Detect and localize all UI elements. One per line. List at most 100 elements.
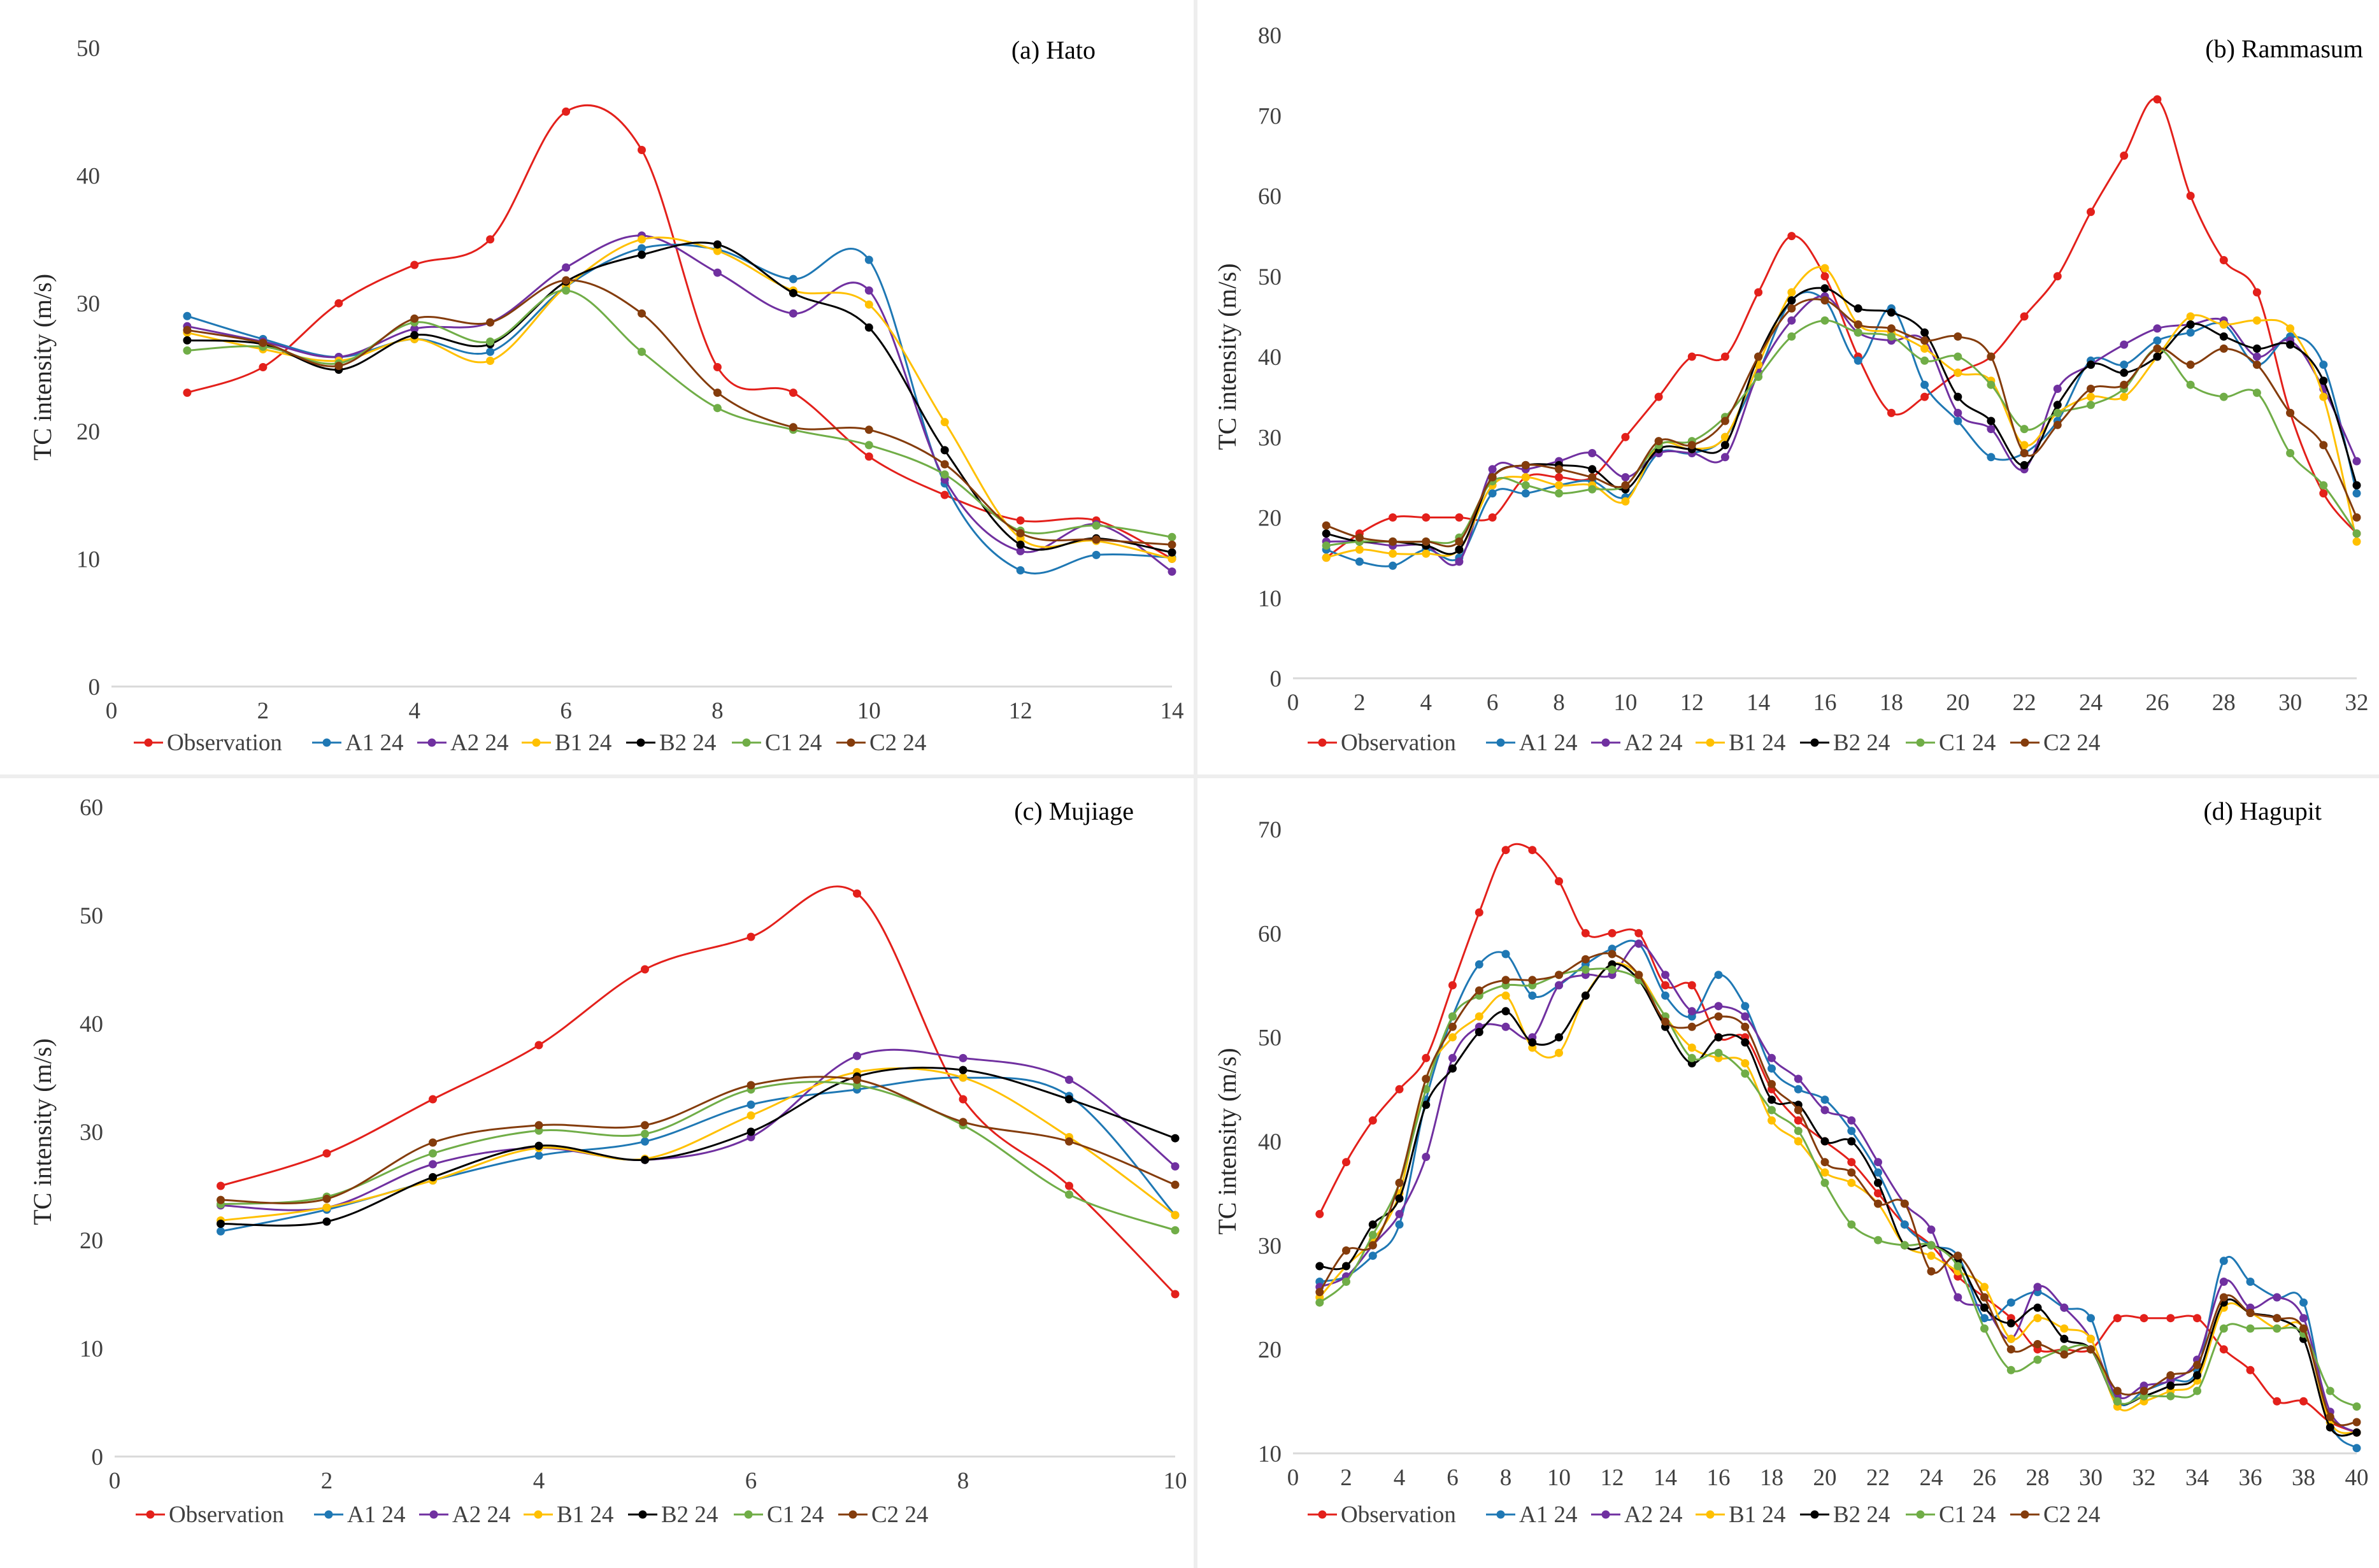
data-point [1092, 521, 1101, 530]
data-point [1820, 296, 1829, 305]
legend-swatch-marker [742, 738, 751, 747]
data-point [864, 323, 873, 332]
data-point [1787, 232, 1796, 241]
data-point [2087, 360, 2095, 369]
legend-swatch-marker [1916, 1510, 1925, 1519]
data-point [2087, 385, 2095, 393]
x-tick-label: 4 [1420, 690, 1432, 716]
y-tick-label: 60 [1258, 921, 1282, 947]
data-point [638, 235, 646, 244]
series-c2-24 [1322, 296, 2361, 548]
x-tick-label: 18 [1880, 690, 1903, 716]
data-point [183, 311, 192, 320]
x-tick-label: 26 [2145, 690, 2169, 716]
data-point [1820, 1106, 1829, 1115]
data-point [1874, 1168, 1882, 1177]
data-point [713, 388, 722, 397]
legend-swatch-marker [1916, 738, 1925, 747]
data-point [2033, 1355, 2042, 1364]
data-point [2273, 1324, 2282, 1333]
series-line [1325, 266, 2358, 559]
data-point [1448, 1053, 1457, 1062]
data-point [1322, 553, 1331, 562]
data-point [2186, 360, 2195, 369]
data-point [2120, 368, 2129, 377]
data-point [1954, 352, 1962, 361]
legend-label: B1 24 [557, 1502, 613, 1528]
data-point [1448, 1033, 1457, 1042]
data-point [2252, 360, 2261, 369]
data-point [534, 1141, 543, 1150]
x-tick-label: 8 [711, 698, 724, 724]
data-point [1920, 392, 1929, 401]
series-line [1318, 967, 2357, 1408]
data-point [2020, 425, 2029, 434]
data-point [2153, 344, 2162, 353]
data-point [322, 1203, 331, 1212]
data-point [1687, 441, 1696, 450]
data-point [1847, 1158, 1856, 1167]
data-point [1714, 1012, 1723, 1021]
data-point [2246, 1365, 2255, 1374]
data-point [2166, 1314, 2175, 1323]
legend-swatch-marker [532, 738, 541, 747]
data-point [1820, 284, 1829, 293]
data-point [1787, 316, 1796, 325]
series-line [187, 104, 1173, 560]
data-point [1171, 1211, 1180, 1220]
data-point [1820, 1095, 1829, 1104]
data-point [2020, 449, 2029, 457]
data-point [2219, 1278, 2228, 1286]
data-point [1954, 1262, 1962, 1271]
data-point [1794, 1137, 1803, 1146]
legend-item: C2 24 [836, 730, 926, 756]
legend-item: A2 24 [1591, 1502, 1682, 1528]
y-tick-label: 30 [80, 1120, 103, 1146]
data-point [1854, 356, 1862, 365]
series-c2-24 [1315, 950, 2361, 1427]
data-point [1768, 1116, 1776, 1125]
data-point [1528, 991, 1537, 1000]
data-point [1422, 1101, 1431, 1109]
data-point [534, 1121, 543, 1130]
data-point [1168, 540, 1176, 549]
data-point [1794, 1106, 1803, 1115]
data-point [322, 1194, 331, 1203]
data-point [1927, 1251, 1936, 1260]
data-point [1787, 296, 1796, 305]
data-point [1920, 356, 1929, 365]
series-line [187, 289, 1173, 538]
data-point [2219, 320, 2228, 329]
data-point [1714, 971, 1723, 980]
data-point [1987, 352, 1996, 361]
data-point [2006, 1319, 2015, 1328]
series-line [187, 241, 1173, 553]
legend-item: C2 24 [2010, 1502, 2100, 1528]
x-tick-label: 16 [1813, 690, 1837, 716]
data-point [1794, 1074, 1803, 1083]
x-tick-label: 2 [1354, 690, 1366, 716]
legend-item: Observation [134, 730, 282, 756]
data-point [1171, 1226, 1180, 1235]
data-point [2060, 1350, 2069, 1359]
data-point [1521, 489, 1530, 498]
data-point [2193, 1386, 2201, 1395]
data-point [2352, 1444, 2361, 1453]
legend-swatch-marker [638, 1510, 647, 1519]
legend-swatch-marker [146, 1510, 155, 1519]
data-point [1168, 567, 1176, 576]
data-point [1987, 380, 1996, 389]
x-tick-label: 10 [857, 698, 881, 724]
data-point [2153, 352, 2162, 361]
data-point [1954, 1251, 1962, 1260]
legend-label: C1 24 [1939, 730, 1996, 756]
x-tick-label: 16 [1707, 1465, 1731, 1491]
x-tick-label: 34 [2185, 1465, 2209, 1491]
x-tick-label: 6 [1487, 690, 1499, 716]
legend-item: Observation [1308, 1502, 1456, 1528]
data-point [1355, 533, 1364, 542]
data-point [2087, 1345, 2095, 1354]
legend-item: A1 24 [1486, 1502, 1577, 1528]
x-tick-label: 10 [1164, 1468, 1187, 1494]
